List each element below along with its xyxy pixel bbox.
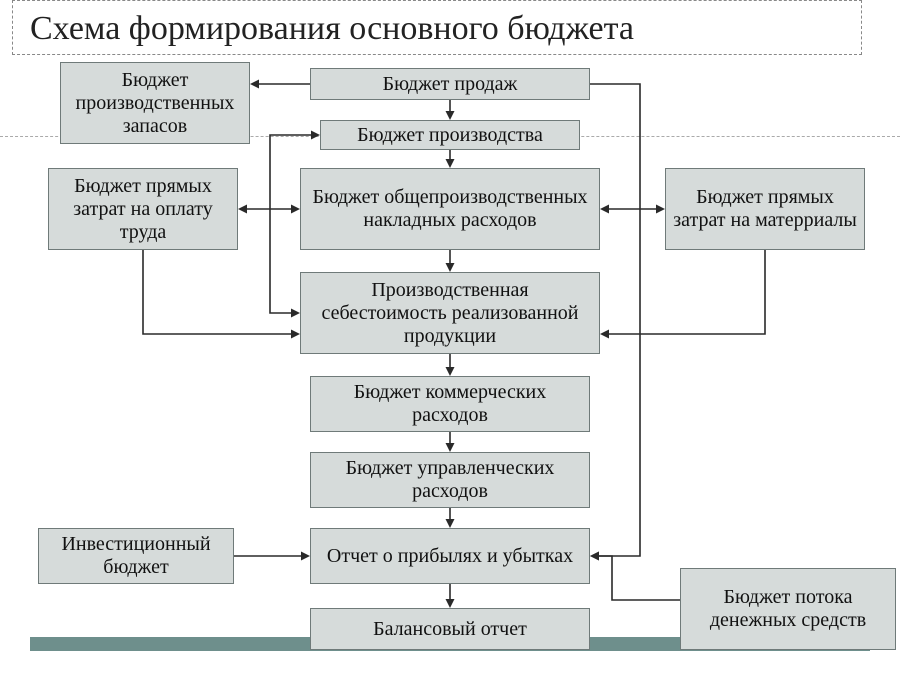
- node-inventory: Бюджет производственных запасов: [60, 62, 250, 144]
- node-cashflow: Бюджет потока денежных средств: [680, 568, 896, 650]
- node-sales: Бюджет продаж: [310, 68, 590, 100]
- diagram-canvas: Схема формирования основного бюджета Бюд…: [0, 0, 900, 674]
- node-materials: Бюджет прямых затрат на матерриалы: [665, 168, 865, 250]
- node-labor: Бюджет прямых затрат на оплату труда: [48, 168, 238, 250]
- node-invest: Инвестиционный бюджет: [38, 528, 234, 584]
- node-pl: Отчет о прибылях и убытках: [310, 528, 590, 584]
- node-balance: Балансовый отчет: [310, 608, 590, 650]
- node-cogs: Производственная себестоимость реализова…: [300, 272, 600, 354]
- node-production: Бюджет производства: [320, 120, 580, 150]
- node-overhead: Бюджет общепроизводственных накладных ра…: [300, 168, 600, 250]
- diagram-title: Схема формирования основного бюджета: [30, 10, 634, 48]
- node-commercial: Бюджет коммерческих расходов: [310, 376, 590, 432]
- node-admin: Бюджет управленческих расходов: [310, 452, 590, 508]
